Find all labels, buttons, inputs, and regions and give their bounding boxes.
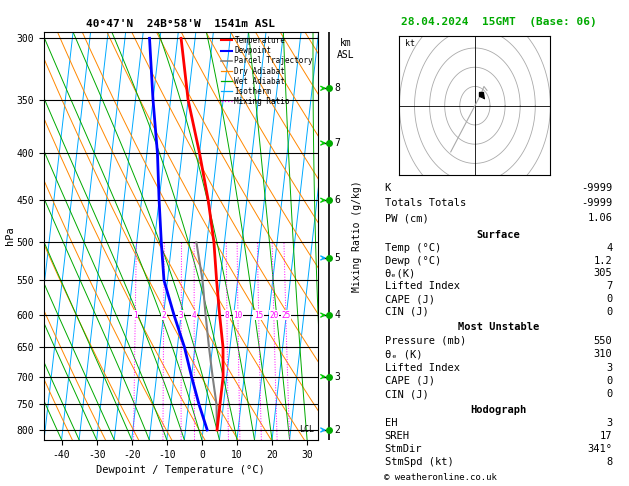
Text: 4: 4 [335,310,340,320]
X-axis label: Dewpoint / Temperature (°C): Dewpoint / Temperature (°C) [96,465,265,475]
Text: SREH: SREH [385,431,409,441]
Text: 1.06: 1.06 [587,213,612,223]
Text: -9999: -9999 [581,183,612,192]
Text: kt: kt [406,39,415,48]
Text: 7: 7 [606,281,612,291]
Text: K: K [385,183,391,192]
Text: 2: 2 [162,311,166,320]
Text: 7: 7 [335,138,340,148]
Text: 4: 4 [192,311,196,320]
Text: 0: 0 [606,307,612,317]
Text: StmDir: StmDir [385,444,422,454]
Text: 0: 0 [606,294,612,304]
Text: 305: 305 [594,268,612,278]
Text: Totals Totals: Totals Totals [385,198,466,208]
Text: CAPE (J): CAPE (J) [385,376,435,386]
Text: -9999: -9999 [581,198,612,208]
Text: θₑ(K): θₑ(K) [385,268,416,278]
Text: km: km [340,38,352,48]
Text: 1: 1 [133,311,138,320]
Text: 6: 6 [335,195,340,205]
Text: θₑ (K): θₑ (K) [385,349,422,359]
Text: 0: 0 [606,376,612,386]
Text: Most Unstable: Most Unstable [458,322,539,332]
Text: Temp (°C): Temp (°C) [385,243,441,253]
Text: Hodograph: Hodograph [470,405,526,415]
Text: 310: 310 [594,349,612,359]
Legend: Temperature, Dewpoint, Parcel Trajectory, Dry Adiabat, Wet Adiabat, Isotherm, Mi: Temperature, Dewpoint, Parcel Trajectory… [220,35,314,107]
Text: 2: 2 [335,425,340,435]
Text: 550: 550 [594,336,612,346]
Text: 3: 3 [179,311,184,320]
Text: 3: 3 [335,372,340,382]
Text: 8: 8 [225,311,229,320]
Text: StmSpd (kt): StmSpd (kt) [385,457,454,468]
Title: 40°47'N  24B°58'W  1541m ASL: 40°47'N 24B°58'W 1541m ASL [86,19,276,30]
Y-axis label: hPa: hPa [5,226,15,245]
Text: ASL: ASL [337,50,355,60]
Text: © weatheronline.co.uk: © weatheronline.co.uk [384,473,496,482]
Text: 20: 20 [269,311,279,320]
Text: 25: 25 [281,311,291,320]
Text: 3: 3 [606,418,612,428]
Text: Lifted Index: Lifted Index [385,363,460,373]
Text: CAPE (J): CAPE (J) [385,294,435,304]
Text: 10: 10 [233,311,243,320]
Text: 28.04.2024  15GMT  (Base: 06): 28.04.2024 15GMT (Base: 06) [401,17,596,27]
Text: LCL: LCL [299,425,314,434]
Text: 5: 5 [335,253,340,263]
Text: Dewp (°C): Dewp (°C) [385,256,441,265]
Text: Mixing Ratio (g/kg): Mixing Ratio (g/kg) [352,180,362,292]
Text: 17: 17 [600,431,612,441]
Text: 341°: 341° [587,444,612,454]
Text: CIN (J): CIN (J) [385,307,428,317]
Text: PW (cm): PW (cm) [385,213,428,223]
Text: 8: 8 [335,83,340,93]
Text: 8: 8 [606,457,612,468]
Text: Lifted Index: Lifted Index [385,281,460,291]
Text: 1.2: 1.2 [594,256,612,265]
Text: 4: 4 [606,243,612,253]
Text: 3: 3 [606,363,612,373]
Text: CIN (J): CIN (J) [385,389,428,399]
Text: 0: 0 [606,389,612,399]
Text: 15: 15 [254,311,264,320]
Text: EH: EH [385,418,397,428]
Text: Pressure (mb): Pressure (mb) [385,336,466,346]
Text: Surface: Surface [477,230,520,240]
